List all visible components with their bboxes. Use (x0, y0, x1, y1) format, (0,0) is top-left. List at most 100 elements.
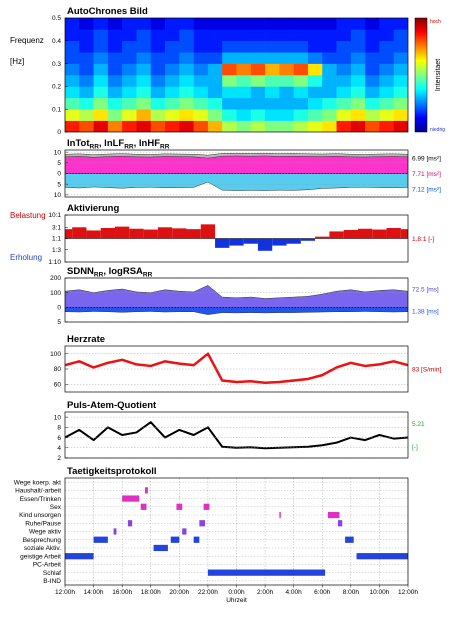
heat-cell (107, 52, 123, 64)
heat-cell (250, 97, 266, 110)
bar (65, 229, 73, 239)
bar (272, 238, 287, 246)
y-tick-label: 5 (57, 181, 61, 188)
plot-frame (64, 345, 409, 393)
heat-cell (250, 75, 266, 87)
heat-cell (165, 120, 180, 132)
title-subscript: RR (160, 144, 170, 151)
heat-cell (393, 40, 408, 53)
heat-cell (79, 40, 94, 53)
heat-cell (179, 97, 194, 110)
bar (400, 229, 408, 239)
bar (172, 228, 187, 239)
heat-cell (179, 109, 194, 121)
heat-cell (307, 29, 323, 42)
heat-cell (150, 52, 166, 64)
heat-cell (79, 75, 94, 87)
y-tick-label: 0 (57, 171, 61, 178)
bar (243, 238, 258, 244)
bar (372, 229, 387, 239)
heat-cell (336, 120, 352, 132)
title-text: , logRSA (103, 266, 143, 277)
title-subscript: RR (143, 272, 153, 279)
heat-cell (307, 40, 323, 53)
heat-cell (207, 52, 223, 64)
colorbar (414, 17, 428, 133)
heat-cell (279, 52, 294, 64)
heat-cell (350, 18, 366, 30)
heat-cell (279, 109, 294, 121)
heat-cell (122, 18, 137, 30)
heat-cell (150, 18, 166, 30)
plot-frame (64, 17, 409, 133)
heat-cell (222, 40, 237, 53)
heat-cell (379, 29, 395, 42)
heat-cell (122, 75, 137, 87)
heat-cell (207, 63, 223, 76)
y-tick-label: 8 (57, 425, 61, 432)
heat-cell (193, 109, 209, 121)
heat-cell (336, 18, 352, 30)
plot-area (65, 478, 408, 585)
y-tick-label: 6 (57, 435, 61, 442)
heat-cell (136, 86, 152, 99)
heat-cell (393, 63, 408, 76)
title-text: , lnHF (134, 138, 161, 149)
heat-cell (393, 97, 408, 110)
bar (357, 228, 373, 239)
heat-cell (136, 63, 152, 76)
heat-cell (122, 109, 137, 121)
bar (315, 236, 330, 239)
y-tick-label: 5 (57, 319, 61, 326)
heat-cell (122, 97, 137, 110)
heat-cell (336, 97, 352, 110)
heat-cell (107, 120, 123, 132)
heat-cell (222, 75, 237, 87)
heat-cell (179, 75, 194, 87)
heat-cell (293, 86, 309, 99)
heat-cell (336, 75, 352, 87)
heat-cell (165, 29, 180, 42)
heat-cell (136, 40, 152, 53)
heat-cell (165, 97, 180, 110)
heat-cell (279, 86, 294, 99)
heat-cell (222, 18, 237, 30)
x-tick-label: 2:00h (257, 589, 274, 596)
activity-bar (345, 536, 354, 543)
panel-title: lnTotRR, lnLFRR, lnHFRR (67, 138, 170, 151)
activity-bar (113, 528, 117, 535)
heat-cell (322, 86, 337, 99)
y-tick-label: 4 (57, 445, 61, 452)
heat-cell (136, 120, 152, 132)
heat-cell (236, 52, 252, 64)
title-subscript: RR (124, 144, 134, 151)
heat-cell (379, 86, 395, 99)
heat-cell (350, 52, 366, 64)
heat-cell (250, 109, 266, 121)
heat-cell (165, 18, 180, 30)
y-tick-label: 5 (57, 160, 61, 167)
y-tick-label: 3:1 (52, 224, 61, 231)
heat-cell (65, 97, 80, 110)
bar (200, 224, 216, 239)
heat-cell (307, 86, 323, 99)
line (65, 352, 408, 385)
plot-frame (64, 277, 409, 323)
activity-bar (65, 553, 94, 560)
activity-bar (127, 520, 133, 527)
heat-cell (279, 75, 294, 87)
heat-cell (165, 75, 180, 87)
heat-cell (93, 18, 109, 30)
heat-cell (236, 120, 252, 132)
y-tick-label: 10:1 (48, 212, 61, 219)
heat-cell (293, 120, 309, 132)
heat-cell (379, 18, 395, 30)
heat-cell (150, 97, 166, 110)
activity-bar (153, 544, 168, 552)
colorbar-label: Intensitaet (435, 59, 442, 91)
heat-cell (307, 75, 323, 87)
panel-title: SDNNRR, logRSARR (67, 266, 153, 279)
bar (229, 238, 244, 246)
heat-cell (322, 75, 337, 87)
heat-cell (79, 86, 94, 99)
